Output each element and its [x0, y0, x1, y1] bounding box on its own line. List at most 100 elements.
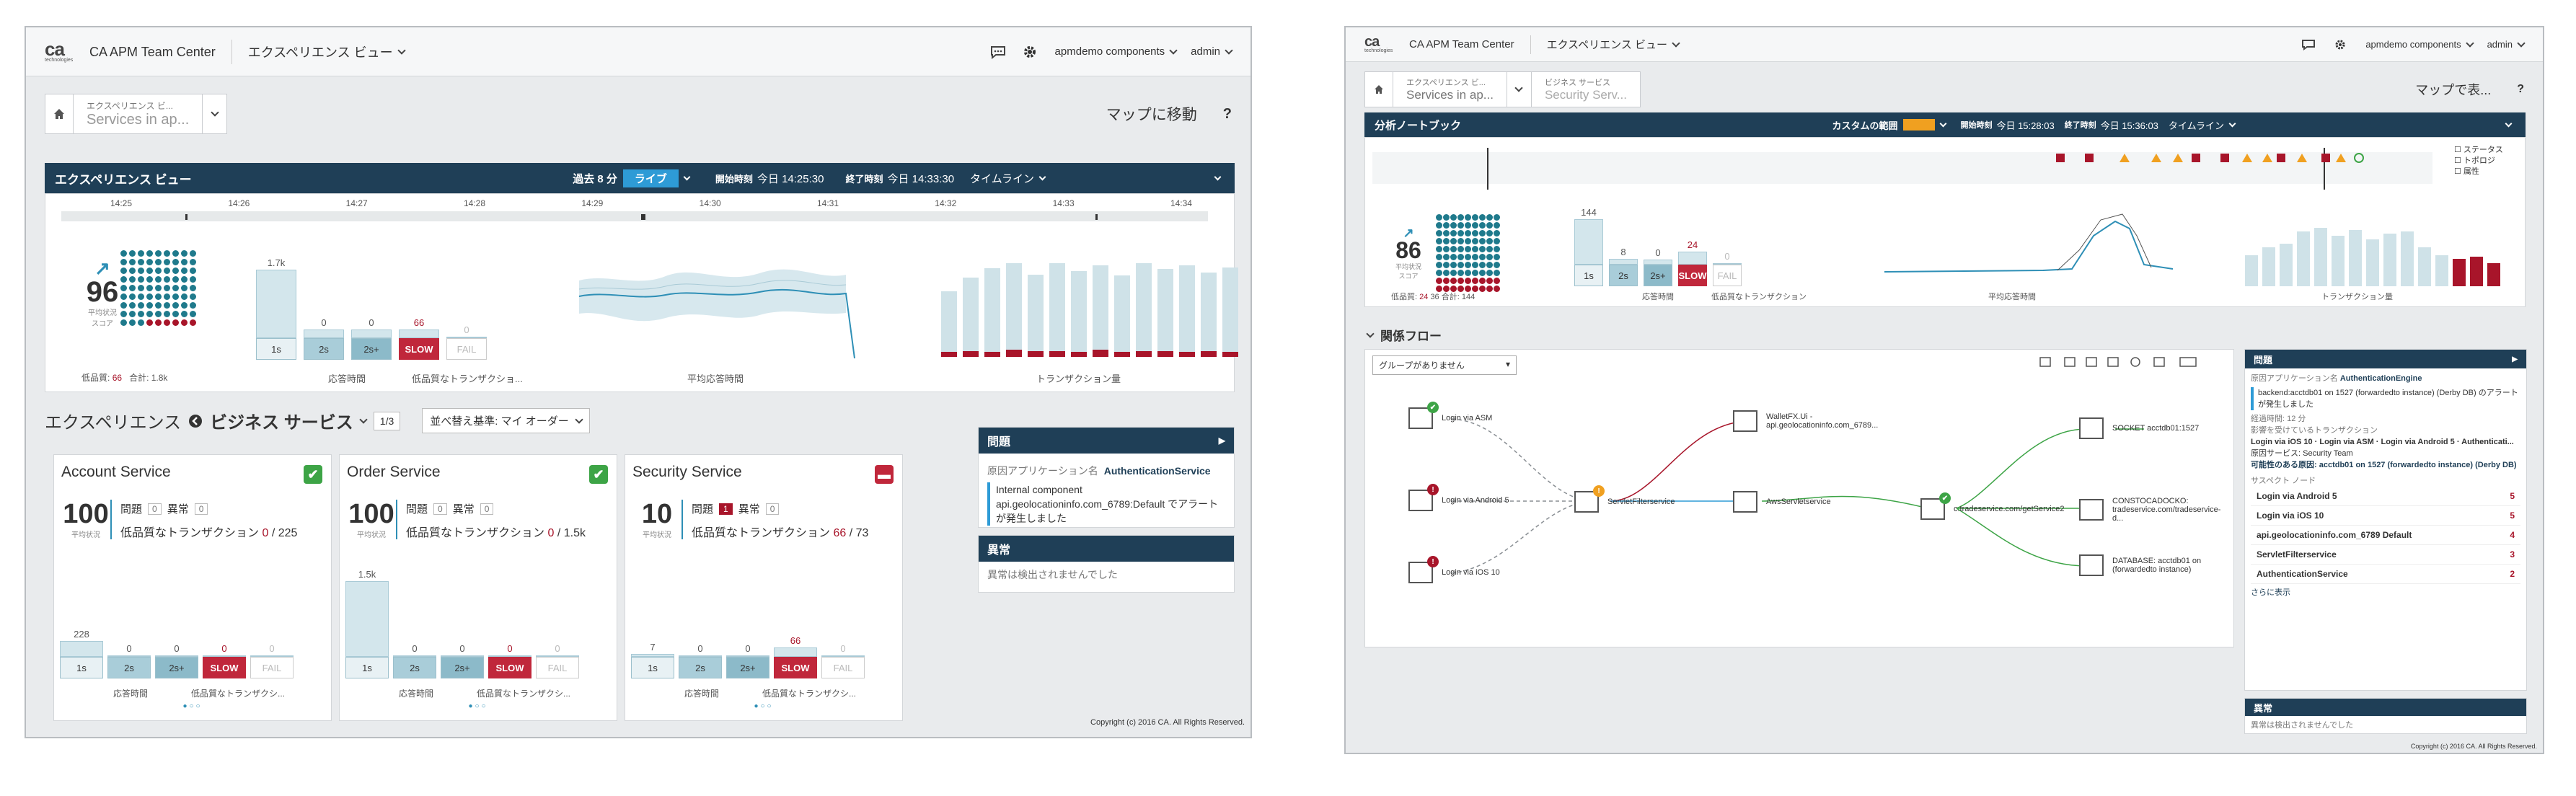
- problems-count[interactable]: 0: [433, 503, 447, 515]
- timeline-legend[interactable]: ☐ ステータス ☐ トポロジ ☐ 属性: [2454, 145, 2503, 177]
- response-bar[interactable]: 7 1s: [631, 642, 674, 678]
- response-bar[interactable]: 0 SLOW: [203, 643, 246, 678]
- volume-bar[interactable]: [984, 268, 1000, 357]
- pager[interactable]: 1/3: [373, 411, 401, 430]
- response-bar[interactable]: 0 FAIL: [1713, 251, 1742, 286]
- bar-label[interactable]: FAIL: [446, 338, 487, 360]
- bar-label[interactable]: SLOW: [203, 657, 246, 678]
- bar-label[interactable]: 1s: [631, 657, 674, 678]
- problems-count[interactable]: 1: [719, 503, 733, 515]
- volume-bar[interactable]: [2245, 255, 2258, 286]
- card-pager-dots[interactable]: ●○○: [468, 702, 488, 710]
- anomalies-count[interactable]: 0: [480, 503, 494, 515]
- user-menu[interactable]: apmdemo components: [2365, 38, 2474, 50]
- card-title[interactable]: Security Service: [632, 464, 742, 480]
- volume-bar[interactable]: [1006, 263, 1022, 357]
- user-menu[interactable]: apmdemo components: [1055, 45, 1178, 58]
- card-pager-dots[interactable]: ●○○: [754, 702, 774, 710]
- volume-bar[interactable]: [1222, 267, 1238, 357]
- suspect-item[interactable]: AuthenticationService 2: [2251, 565, 2520, 584]
- bar-label[interactable]: 2s+: [155, 657, 198, 678]
- problem-text[interactable]: Internal component api.geolocationinfo.c…: [987, 482, 1225, 526]
- chat-icon[interactable]: [2298, 34, 2319, 56]
- response-bar[interactable]: 0 2s+: [726, 643, 769, 678]
- anomalies-count[interactable]: 0: [765, 503, 780, 515]
- volume-bar[interactable]: [1093, 265, 1108, 357]
- sort-select[interactable]: 並べ替え基準: マイ オーダー: [422, 408, 590, 433]
- flow-node[interactable]: ! ServletFilterservice: [1574, 485, 1675, 513]
- response-bar[interactable]: 0 FAIL: [446, 324, 487, 360]
- bar-label[interactable]: FAIL: [536, 657, 579, 678]
- back-icon[interactable]: [188, 414, 203, 428]
- section-value[interactable]: ビジネス サービス: [210, 413, 353, 433]
- flow-node[interactable]: ✔ c.tradeservice.com/getService2: [1920, 492, 2064, 520]
- response-bar[interactable]: 0 FAIL: [250, 643, 294, 678]
- go-to-map-link[interactable]: マップで表...: [2415, 83, 2492, 97]
- volume-bar[interactable]: [2435, 255, 2448, 286]
- timeline-toggle[interactable]: タイムライン: [2168, 120, 2224, 131]
- suspect-item[interactable]: Login via Android 5 5: [2251, 487, 2520, 506]
- legend-attribute[interactable]: ☐ 属性: [2454, 167, 2479, 176]
- volume-bar[interactable]: [963, 278, 979, 357]
- transaction-volume-chart[interactable]: [941, 252, 1238, 357]
- volume-bar[interactable]: [1028, 275, 1044, 357]
- breadcrumb-item[interactable]: エクスペリエンス ビ... Services in ap...: [1393, 71, 1507, 107]
- volume-bar[interactable]: [2349, 230, 2362, 286]
- volume-bar[interactable]: [2297, 231, 2310, 286]
- bar-label[interactable]: SLOW: [488, 657, 531, 678]
- end-value[interactable]: 今日 15:36:03: [2100, 120, 2158, 131]
- bar-label[interactable]: 2s: [107, 657, 151, 678]
- breadcrumb-item[interactable]: ビジネス サービス Security Serv...: [1531, 71, 1641, 107]
- show-more-link[interactable]: さらに表示: [2251, 588, 2290, 597]
- volume-bar[interactable]: [2418, 247, 2431, 286]
- response-bar[interactable]: 8 2s: [1609, 247, 1638, 286]
- volume-bar[interactable]: [2487, 263, 2500, 286]
- volume-bar[interactable]: [2280, 244, 2293, 286]
- home-button[interactable]: [45, 94, 74, 134]
- problem-app-row[interactable]: 原因アプリケーション名 AuthenticationService: [987, 459, 1225, 482]
- flow-node[interactable]: DATABASE: acctdb01 on (forwardedto insta…: [2079, 554, 2206, 576]
- flow-node[interactable]: AwsServletservice: [1733, 491, 1831, 513]
- service-card[interactable]: Account Service ✔ 100 平均状況 問題 0 異常 0 低品質なトランザクショ…: [53, 454, 332, 721]
- gear-icon[interactable]: [2329, 34, 2351, 56]
- flow-node[interactable]: SOCKET acctdb01:1527: [2079, 417, 2199, 439]
- admin-menu[interactable]: admin: [1191, 45, 1233, 58]
- ca-logo[interactable]: ca technologies: [45, 37, 79, 66]
- range-chip[interactable]: [1903, 119, 1936, 131]
- flow-node[interactable]: ! Login via iOS 10: [1408, 556, 1500, 583]
- service-card[interactable]: Security Service ▬ 10 平均状況 問題 1 異常 0 低品質なトランザクショ…: [625, 454, 903, 721]
- bar-label[interactable]: FAIL: [821, 657, 865, 678]
- response-bar[interactable]: 66 SLOW: [399, 317, 439, 360]
- bar-label[interactable]: SLOW: [399, 338, 439, 360]
- transaction-volume-chart[interactable]: [2245, 207, 2500, 286]
- help-button[interactable]: ?: [2517, 83, 2524, 95]
- suspect-item[interactable]: Login via iOS 10 5: [2251, 506, 2520, 526]
- volume-bar[interactable]: [941, 291, 957, 357]
- volume-bar[interactable]: [1157, 269, 1173, 357]
- suspect-item[interactable]: api.geolocationinfo.com_6789 Default 4: [2251, 526, 2520, 545]
- timeline-events[interactable]: [1372, 142, 2432, 193]
- bar-label[interactable]: 1s: [345, 657, 389, 678]
- flow-node[interactable]: ✔ Login via ASM: [1408, 402, 1492, 429]
- response-bar[interactable]: 0 2s: [107, 643, 151, 678]
- card-score[interactable]: 100 平均状況: [347, 500, 397, 539]
- volume-bar[interactable]: [2366, 239, 2379, 286]
- response-bar[interactable]: 66 SLOW: [774, 635, 817, 678]
- breadcrumb-dropdown[interactable]: [1507, 71, 1532, 107]
- bar-label[interactable]: 2s: [1609, 265, 1638, 286]
- volume-bar[interactable]: [2453, 259, 2466, 286]
- problem-app-row[interactable]: 原因アプリケーション名 AuthenticationEngine: [2251, 373, 2520, 384]
- flow-node[interactable]: ! Login via Android 5: [1408, 484, 1509, 511]
- problems-count[interactable]: 0: [148, 503, 162, 515]
- group-select[interactable]: グループがありません ▾: [1372, 355, 1517, 375]
- health-score[interactable]: ↗ 96 平均状況 スコア: [77, 259, 128, 328]
- response-bar[interactable]: 228 1s: [60, 629, 103, 678]
- response-bar[interactable]: 0 SLOW: [488, 643, 531, 678]
- response-bar[interactable]: 24 SLOW: [1678, 239, 1707, 286]
- avg-response-chart[interactable]: [579, 259, 875, 360]
- breadcrumb-item[interactable]: エクスペリエンス ビ... Services in ap...: [74, 94, 203, 134]
- expand-icon[interactable]: ▶: [1218, 435, 1225, 446]
- bar-label[interactable]: 1s: [1574, 265, 1603, 286]
- volume-bar[interactable]: [1136, 263, 1152, 357]
- timeline-toggle[interactable]: タイムライン: [970, 172, 1034, 185]
